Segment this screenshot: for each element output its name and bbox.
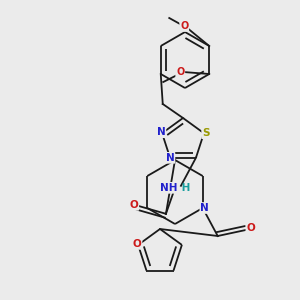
Text: O: O: [130, 200, 138, 210]
Text: NH: NH: [160, 183, 178, 193]
Text: O: O: [246, 223, 255, 233]
Text: O: O: [133, 239, 142, 249]
Text: N: N: [200, 203, 209, 213]
Text: N: N: [166, 153, 174, 163]
Text: N: N: [157, 127, 166, 137]
Text: H: H: [178, 183, 190, 193]
Text: O: O: [176, 67, 184, 77]
Text: O: O: [180, 21, 188, 31]
Text: S: S: [202, 128, 210, 138]
